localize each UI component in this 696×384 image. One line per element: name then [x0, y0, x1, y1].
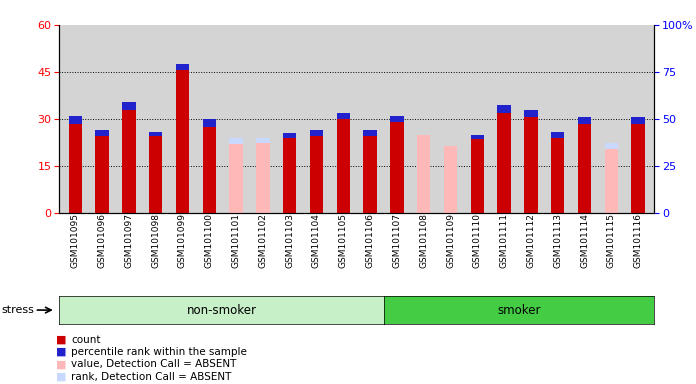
- Bar: [444, 146, 457, 213]
- Text: GSM101098: GSM101098: [151, 213, 160, 268]
- Bar: [283, 138, 296, 213]
- Text: rank, Detection Call = ABSENT: rank, Detection Call = ABSENT: [71, 372, 231, 382]
- Bar: [68, 116, 82, 124]
- Bar: [310, 130, 323, 136]
- Bar: [578, 118, 591, 124]
- Bar: [95, 130, 109, 136]
- Text: smoker: smoker: [497, 304, 541, 316]
- Text: GSM101111: GSM101111: [500, 213, 509, 268]
- Bar: [524, 118, 537, 213]
- Bar: [417, 135, 430, 213]
- Bar: [122, 102, 136, 110]
- Text: count: count: [71, 335, 100, 345]
- Bar: [498, 113, 511, 213]
- Bar: [363, 136, 377, 213]
- Text: GSM101103: GSM101103: [285, 213, 294, 268]
- Text: GSM101099: GSM101099: [178, 213, 187, 268]
- Text: percentile rank within the sample: percentile rank within the sample: [71, 347, 247, 357]
- Bar: [605, 142, 618, 149]
- Bar: [310, 136, 323, 213]
- Text: ■: ■: [56, 335, 66, 345]
- Bar: [337, 119, 350, 213]
- Text: GSM101115: GSM101115: [607, 213, 616, 268]
- Bar: [631, 124, 645, 213]
- Bar: [390, 122, 404, 213]
- Bar: [203, 127, 216, 213]
- Bar: [149, 132, 162, 136]
- Bar: [470, 139, 484, 213]
- Bar: [551, 132, 564, 138]
- Bar: [524, 110, 537, 118]
- Bar: [230, 138, 243, 144]
- Text: GSM101114: GSM101114: [580, 213, 589, 268]
- Bar: [551, 138, 564, 213]
- Text: GSM101105: GSM101105: [339, 213, 348, 268]
- Bar: [283, 133, 296, 138]
- Text: GSM101110: GSM101110: [473, 213, 482, 268]
- Text: ■: ■: [56, 359, 66, 369]
- Bar: [68, 124, 82, 213]
- Text: GSM101107: GSM101107: [393, 213, 402, 268]
- Bar: [149, 136, 162, 213]
- Text: non-smoker: non-smoker: [187, 304, 256, 316]
- Text: GSM101112: GSM101112: [526, 213, 535, 268]
- Text: GSM101109: GSM101109: [446, 213, 455, 268]
- Text: GSM101100: GSM101100: [205, 213, 214, 268]
- Bar: [390, 116, 404, 122]
- Text: GSM101104: GSM101104: [312, 213, 321, 268]
- Text: GSM101106: GSM101106: [365, 213, 374, 268]
- Text: GSM101108: GSM101108: [419, 213, 428, 268]
- Text: GSM101096: GSM101096: [97, 213, 106, 268]
- Text: GSM101095: GSM101095: [71, 213, 80, 268]
- Bar: [256, 142, 269, 213]
- Text: GSM101097: GSM101097: [125, 213, 134, 268]
- Text: GSM101101: GSM101101: [232, 213, 241, 268]
- Text: ■: ■: [56, 372, 66, 382]
- Bar: [256, 138, 269, 142]
- Bar: [176, 70, 189, 213]
- Bar: [203, 119, 216, 127]
- Text: stress: stress: [1, 305, 34, 315]
- Text: GSM101113: GSM101113: [553, 213, 562, 268]
- Bar: [605, 149, 618, 213]
- Bar: [337, 113, 350, 119]
- Bar: [122, 110, 136, 213]
- Bar: [578, 124, 591, 213]
- Text: ■: ■: [56, 347, 66, 357]
- Bar: [498, 105, 511, 113]
- Text: value, Detection Call = ABSENT: value, Detection Call = ABSENT: [71, 359, 237, 369]
- Bar: [363, 130, 377, 136]
- Text: GSM101116: GSM101116: [633, 213, 642, 268]
- Bar: [230, 144, 243, 213]
- Text: GSM101102: GSM101102: [258, 213, 267, 268]
- Bar: [631, 118, 645, 124]
- Bar: [95, 136, 109, 213]
- Bar: [176, 64, 189, 70]
- Bar: [470, 135, 484, 139]
